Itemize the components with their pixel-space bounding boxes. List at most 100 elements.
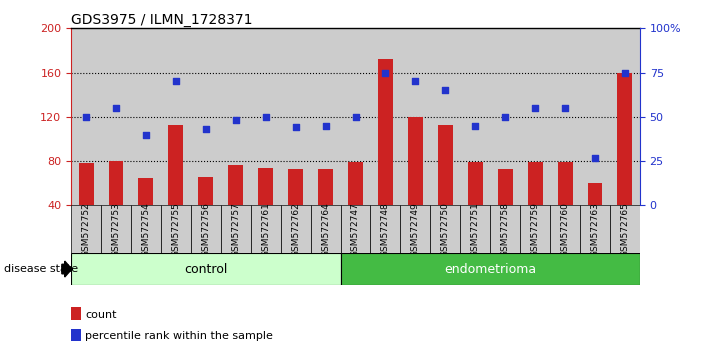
Bar (610, 28, 640, 205)
Bar (131, 28, 161, 205)
Bar (169, 125, 183, 205)
Text: control: control (184, 263, 228, 275)
Bar (101, 28, 131, 205)
Bar (131, 205, 161, 253)
Bar (490, 28, 520, 205)
Bar (71, 28, 101, 205)
Point (619, 70, 631, 75)
Text: GSM572748: GSM572748 (381, 202, 390, 257)
Text: disease state: disease state (4, 264, 77, 274)
Bar (311, 205, 341, 253)
FancyArrow shape (62, 261, 72, 277)
Bar (550, 28, 580, 205)
Point (320, 123, 331, 129)
Bar (580, 205, 610, 253)
Bar (378, 59, 393, 205)
Text: GSM572754: GSM572754 (141, 202, 151, 257)
Bar (71, 307, 81, 320)
Text: GDS3975 / ILMN_1728371: GDS3975 / ILMN_1728371 (71, 13, 252, 27)
Text: GSM572750: GSM572750 (441, 202, 450, 257)
Bar (430, 205, 460, 253)
Bar (348, 162, 363, 205)
Bar (101, 205, 131, 253)
Bar (400, 28, 430, 205)
Text: GSM572761: GSM572761 (261, 202, 270, 257)
Bar (251, 205, 281, 253)
Point (290, 125, 301, 130)
Bar (71, 253, 341, 285)
Bar (109, 161, 124, 205)
Bar (71, 329, 81, 341)
Bar (370, 205, 400, 253)
Bar (288, 169, 303, 205)
Text: count: count (85, 310, 117, 320)
Bar (281, 28, 311, 205)
Bar (550, 205, 580, 253)
Bar (460, 205, 490, 253)
Point (439, 87, 451, 93)
Text: GSM572752: GSM572752 (82, 202, 90, 257)
Bar (400, 205, 430, 253)
Bar (161, 205, 191, 253)
Bar (438, 125, 453, 205)
Text: GSM572755: GSM572755 (171, 202, 181, 257)
Point (260, 114, 272, 120)
Bar (341, 205, 370, 253)
Text: GSM572764: GSM572764 (321, 202, 330, 257)
Text: GSM572753: GSM572753 (112, 202, 120, 257)
Bar (341, 28, 370, 205)
Text: GSM572751: GSM572751 (471, 202, 480, 257)
Text: GSM572765: GSM572765 (621, 202, 629, 257)
Bar (580, 28, 610, 205)
Bar (341, 253, 640, 285)
Point (380, 70, 391, 75)
Bar (520, 205, 550, 253)
Bar (610, 205, 640, 253)
Point (140, 132, 151, 137)
Point (469, 123, 481, 129)
Bar (228, 166, 243, 205)
Text: GSM572762: GSM572762 (291, 202, 300, 257)
Bar (251, 28, 281, 205)
Bar (498, 169, 513, 205)
Point (170, 79, 181, 84)
Bar (258, 168, 273, 205)
Bar (191, 28, 221, 205)
Bar (281, 205, 311, 253)
Text: endometrioma: endometrioma (444, 263, 536, 275)
Bar (191, 205, 221, 253)
Bar (71, 205, 101, 253)
Bar (139, 178, 154, 205)
Text: GSM572749: GSM572749 (411, 202, 420, 257)
Bar (468, 162, 483, 205)
Bar (311, 28, 341, 205)
Bar (528, 162, 542, 205)
Bar (79, 163, 94, 205)
Text: GSM572758: GSM572758 (501, 202, 510, 257)
Point (110, 105, 122, 111)
Point (500, 114, 511, 120)
Text: GSM572757: GSM572757 (231, 202, 240, 257)
Bar (490, 205, 520, 253)
Bar (221, 28, 251, 205)
Bar (587, 183, 602, 205)
Text: GSM572760: GSM572760 (560, 202, 570, 257)
Point (410, 79, 421, 84)
Bar (617, 73, 632, 205)
Point (350, 114, 361, 120)
Text: GSM572756: GSM572756 (201, 202, 210, 257)
Bar (430, 28, 460, 205)
Bar (318, 169, 333, 205)
Bar (460, 28, 490, 205)
Bar (198, 177, 213, 205)
Point (589, 155, 601, 160)
Bar (370, 28, 400, 205)
Bar (408, 117, 423, 205)
Text: GSM572763: GSM572763 (591, 202, 599, 257)
Text: GSM572759: GSM572759 (530, 202, 540, 257)
Bar (520, 28, 550, 205)
Point (530, 105, 541, 111)
Bar (161, 28, 191, 205)
Bar (557, 162, 572, 205)
Text: percentile rank within the sample: percentile rank within the sample (85, 331, 273, 341)
